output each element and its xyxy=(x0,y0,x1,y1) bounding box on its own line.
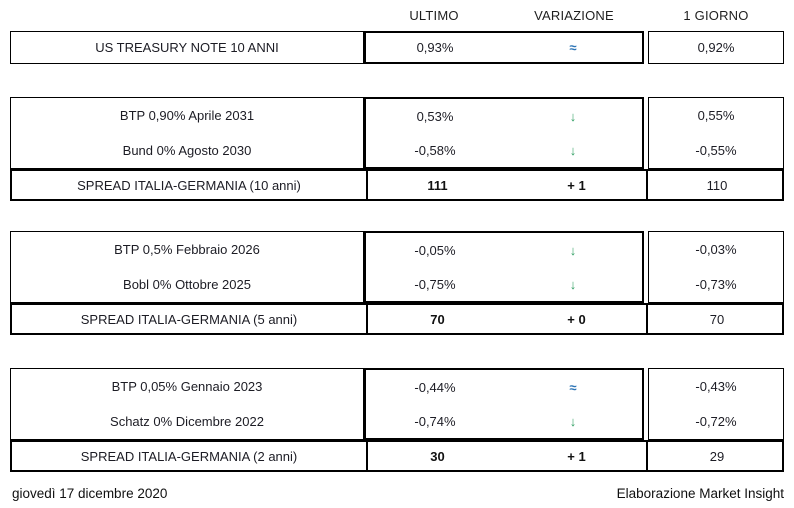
spread-row-10-anni: SPREAD ITALIA-GERMANIA (10 anni) 111 + 1… xyxy=(10,169,784,201)
bond-label: US TREASURY NOTE 10 ANNI xyxy=(95,40,279,55)
giorno-value: -0,43% xyxy=(695,379,737,394)
spread-giorno-value: 70 xyxy=(646,305,786,333)
giorno-box: 0,55% -0,55% xyxy=(648,97,784,169)
bond-label: Bobl 0% Ottobre 2025 xyxy=(123,277,251,292)
report-date: giovedì 17 dicembre 2020 xyxy=(12,486,168,501)
giorno-box: -0,43% -0,72% xyxy=(648,368,784,440)
ultimo-value: -0,74% xyxy=(414,413,456,429)
spread-giorno-value: 110 xyxy=(646,171,786,199)
bond-label: BTP 0,5% Febbraio 2026 xyxy=(114,242,260,257)
variazione-down-icon: ↓ xyxy=(569,142,577,158)
column-header-variazione: VARIAZIONE xyxy=(534,7,614,23)
column-header-ultimo: ULTIMO xyxy=(409,7,459,23)
ultimo-value: -0,05% xyxy=(414,242,456,258)
label-box: BTP 0,90% Aprile 2031 Bund 0% Agosto 203… xyxy=(10,97,364,169)
spread-giorno-value: 29 xyxy=(646,442,786,470)
spread-label: SPREAD ITALIA-GERMANIA (5 anni) xyxy=(80,311,298,327)
variazione-down-icon: ↓ xyxy=(569,108,577,124)
giorno-value: -0,73% xyxy=(695,277,737,292)
bond-label: BTP 0,90% Aprile 2031 xyxy=(119,108,255,123)
block-5-anni: BTP 0,5% Febbraio 2026 Bobl 0% Ottobre 2… xyxy=(10,231,784,335)
ultimo-variazione-box: 0,93% ≈ xyxy=(364,31,644,64)
giorno-value: 0,55% xyxy=(697,108,735,123)
label-box: BTP 0,5% Febbraio 2026 Bobl 0% Ottobre 2… xyxy=(10,231,364,303)
giorno-value: 0,92% xyxy=(697,40,735,55)
spread-row-2-anni: SPREAD ITALIA-GERMANIA (2 anni) 30 + 1 2… xyxy=(10,440,784,472)
ultimo-variazione-box: -0,05% ↓ -0,75% ↓ xyxy=(364,231,644,303)
spread-variazione-value: + 1 xyxy=(567,177,586,193)
ultimo-variazione-box: 0,53% ↓ -0,58% ↓ xyxy=(364,97,644,169)
ultimo-value: -0,44% xyxy=(414,379,456,395)
variazione-flat-icon: ≈ xyxy=(569,40,577,55)
spread-variazione-value: + 0 xyxy=(567,311,586,327)
spread-variazione-value: + 1 xyxy=(567,448,586,464)
block-10-anni: BTP 0,90% Aprile 2031 Bund 0% Agosto 203… xyxy=(10,97,784,201)
bond-label: Schatz 0% Dicembre 2022 xyxy=(110,414,264,429)
variazione-down-icon: ↓ xyxy=(569,413,577,429)
giorno-box: 0,92% xyxy=(648,31,784,64)
giorno-value: -0,55% xyxy=(695,143,737,158)
bond-label: BTP 0,05% Gennaio 2023 xyxy=(111,379,263,394)
ultimo-value: -0,75% xyxy=(414,276,456,292)
spread-label: SPREAD ITALIA-GERMANIA (10 anni) xyxy=(77,177,301,193)
variazione-down-icon: ↓ xyxy=(569,276,577,292)
label-box: BTP 0,05% Gennaio 2023 Schatz 0% Dicembr… xyxy=(10,368,364,440)
giorno-box: -0,03% -0,73% xyxy=(648,231,784,303)
label-box: US TREASURY NOTE 10 ANNI xyxy=(10,31,364,64)
ultimo-value: 0,53% xyxy=(416,108,454,124)
column-header-1-giorno: 1 GIORNO xyxy=(683,7,749,23)
spread-label: SPREAD ITALIA-GERMANIA (2 anni) xyxy=(80,448,298,464)
bond-label: Bund 0% Agosto 2030 xyxy=(122,143,252,158)
spread-ultimo-value: 30 xyxy=(430,448,445,464)
spread-ultimo-value: 70 xyxy=(430,311,445,327)
ultimo-variazione-box: -0,44% ≈ -0,74% ↓ xyxy=(364,368,644,440)
variazione-flat-icon: ≈ xyxy=(569,379,577,395)
block-us-treasury: US TREASURY NOTE 10 ANNI 0,93% ≈ 0,92% xyxy=(10,31,784,64)
giorno-value: -0,03% xyxy=(695,242,737,257)
spread-row-5-anni: SPREAD ITALIA-GERMANIA (5 anni) 70 + 0 7… xyxy=(10,303,784,335)
spread-ultimo-value: 111 xyxy=(427,177,448,193)
giorno-value: -0,72% xyxy=(695,414,737,429)
report-credit: Elaborazione Market Insight xyxy=(616,486,784,501)
variazione-down-icon: ↓ xyxy=(569,242,577,258)
block-2-anni: BTP 0,05% Gennaio 2023 Schatz 0% Dicembr… xyxy=(10,368,784,472)
ultimo-value: 0,93% xyxy=(416,40,454,55)
ultimo-value: -0,58% xyxy=(414,142,456,158)
